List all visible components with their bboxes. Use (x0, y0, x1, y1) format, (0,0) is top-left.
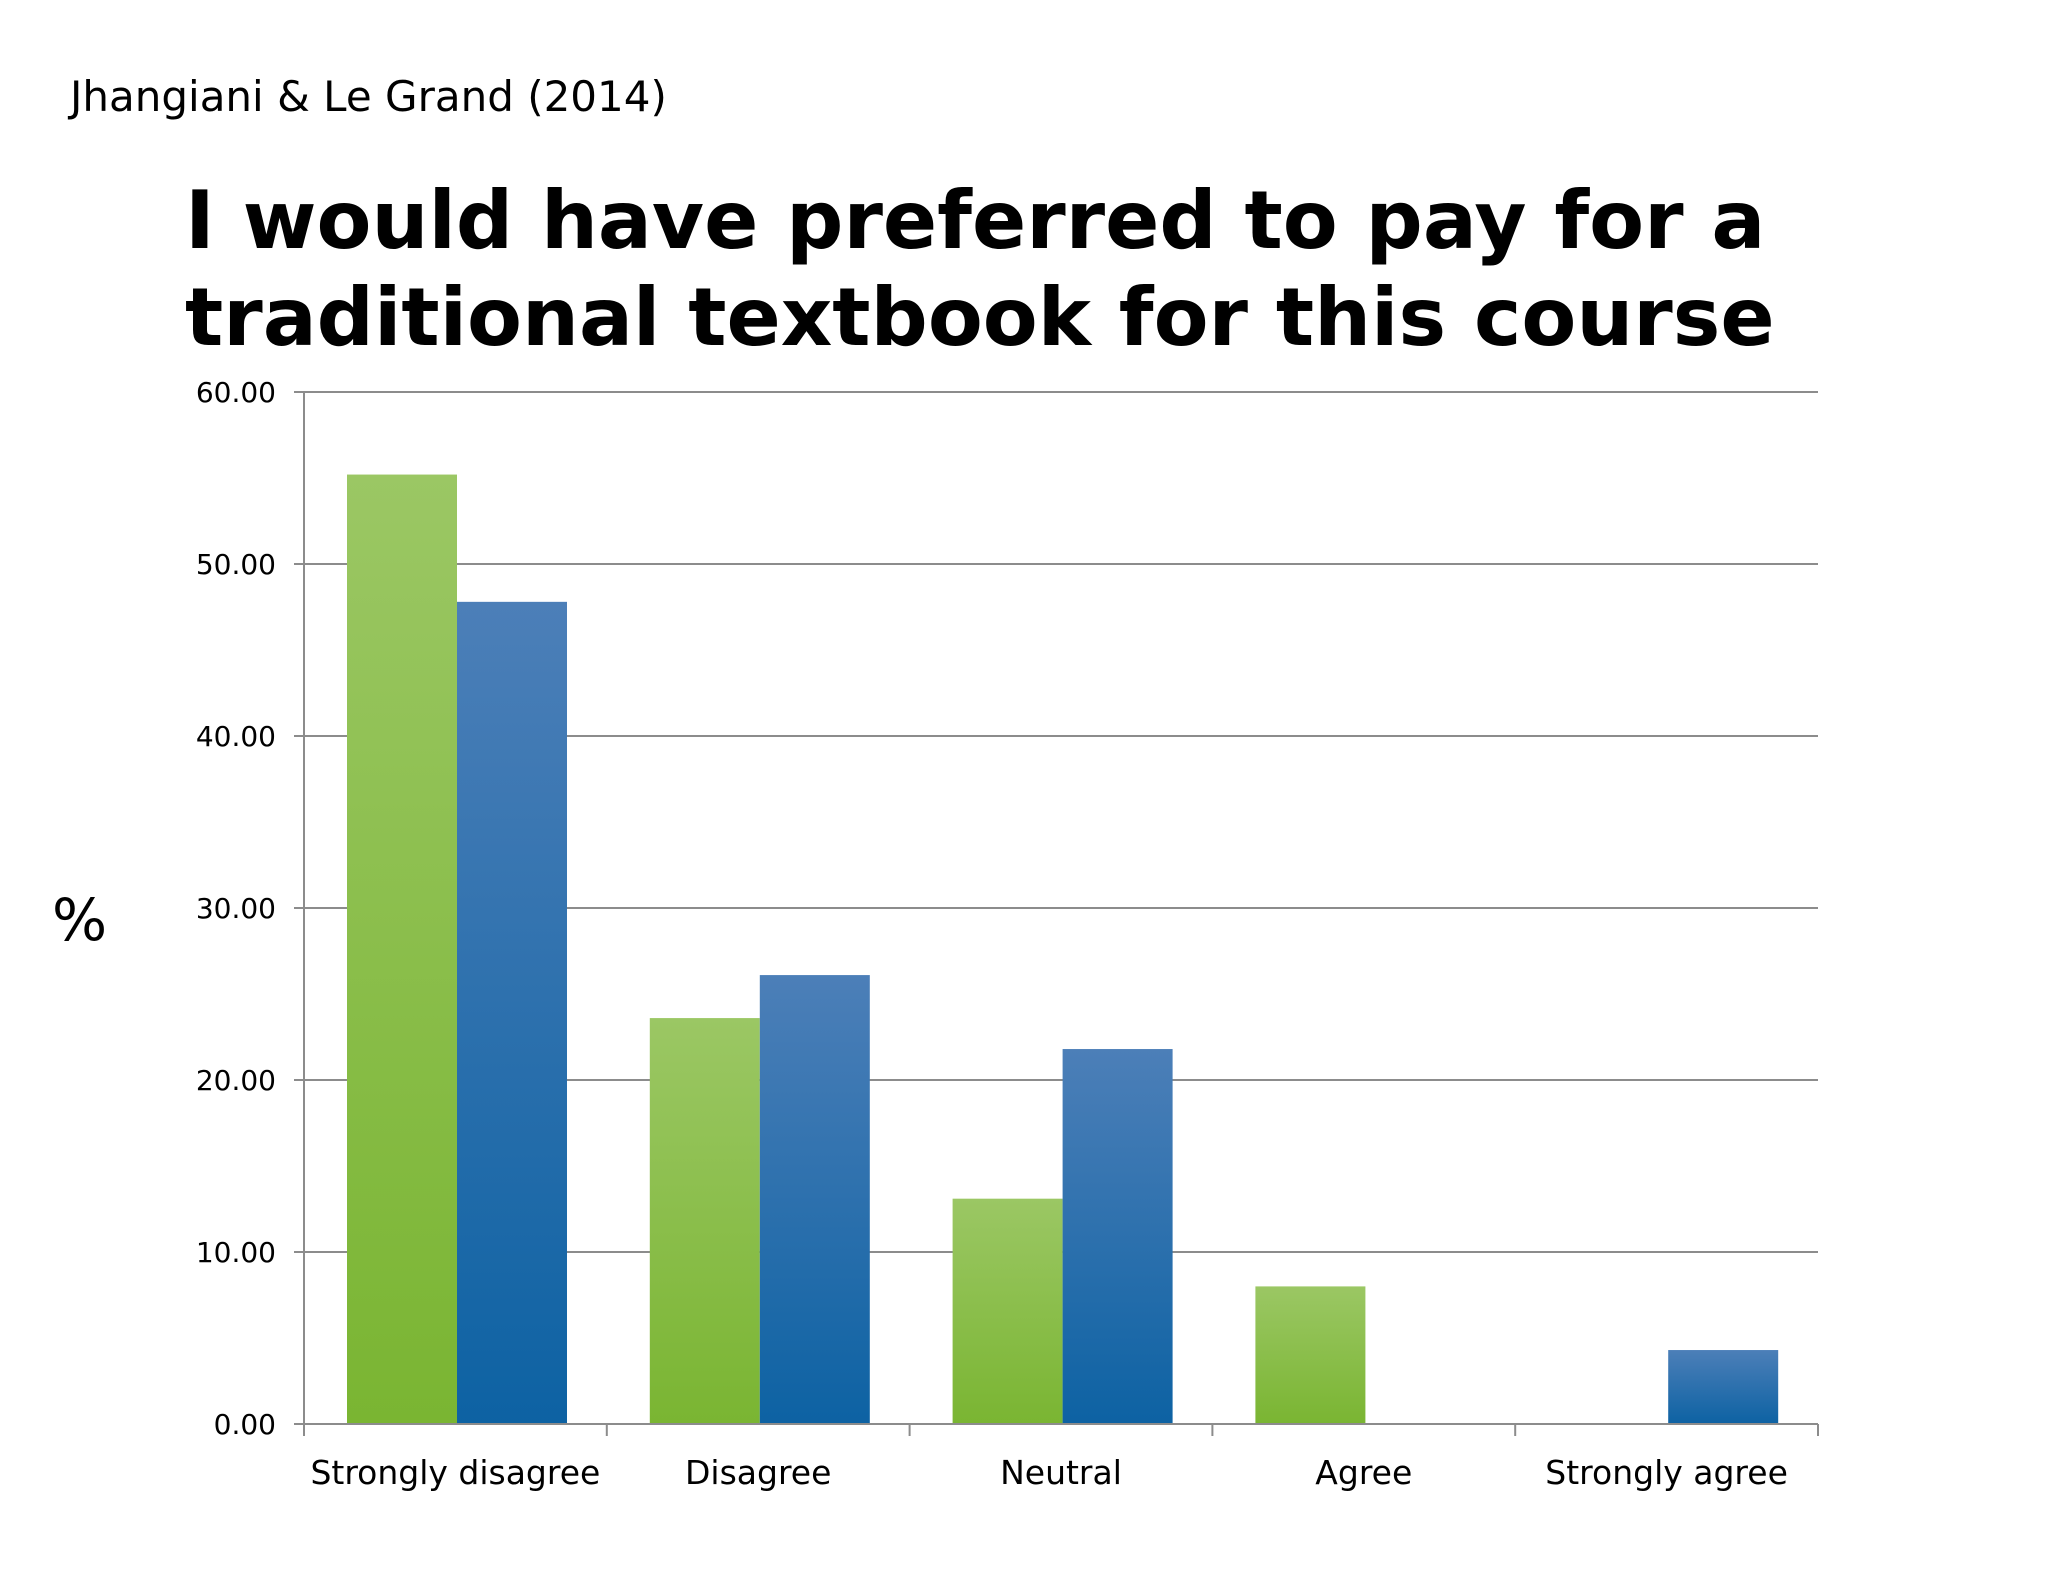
y-tick-label: 0.00 (214, 1408, 276, 1441)
bar-series-2-disagree (759, 975, 870, 1424)
x-category-label: Strongly agree (1545, 1453, 1788, 1492)
axes (294, 391, 1819, 1436)
y-tick-label: 10.00 (196, 1236, 276, 1269)
bar-series-2-neutral (1062, 1049, 1173, 1424)
y-axis-label: % (52, 886, 108, 954)
y-tick-label: 40.00 (196, 720, 276, 753)
y-tick-label: 60.00 (196, 376, 276, 409)
chart-title: I would have preferred to pay for a trad… (185, 174, 1775, 364)
axis-labels: 0.00 10.00 20.00 30.00 40.00 50.00 60.00 Strong… (196, 376, 1788, 1492)
x-category-label: Disagree (685, 1453, 831, 1492)
bar-series-2-strongly-agree (1668, 1350, 1779, 1424)
bar-series-1-neutral (952, 1198, 1063, 1424)
x-category-label: Strongly disagree (310, 1453, 600, 1492)
bar-series-1-disagree (649, 1018, 760, 1424)
y-tick-label: 20.00 (196, 1064, 276, 1097)
x-category-label: Neutral (1000, 1453, 1122, 1492)
bar-series-1-agree (1255, 1286, 1366, 1424)
bar-series-2-strongly-disagree (457, 601, 567, 1424)
y-tick-label: 30.00 (196, 892, 276, 925)
x-category-label: Agree (1315, 1453, 1412, 1492)
y-tick-label: 50.00 (196, 548, 276, 581)
citation: Jhangiani & Le Grand (2014) (70, 72, 667, 121)
bars (347, 474, 1779, 1424)
bar-series-1-strongly-disagree (347, 474, 457, 1424)
